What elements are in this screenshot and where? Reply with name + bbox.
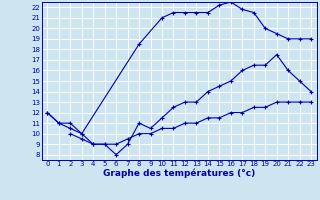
X-axis label: Graphe des températures (°c): Graphe des températures (°c)	[103, 169, 255, 178]
